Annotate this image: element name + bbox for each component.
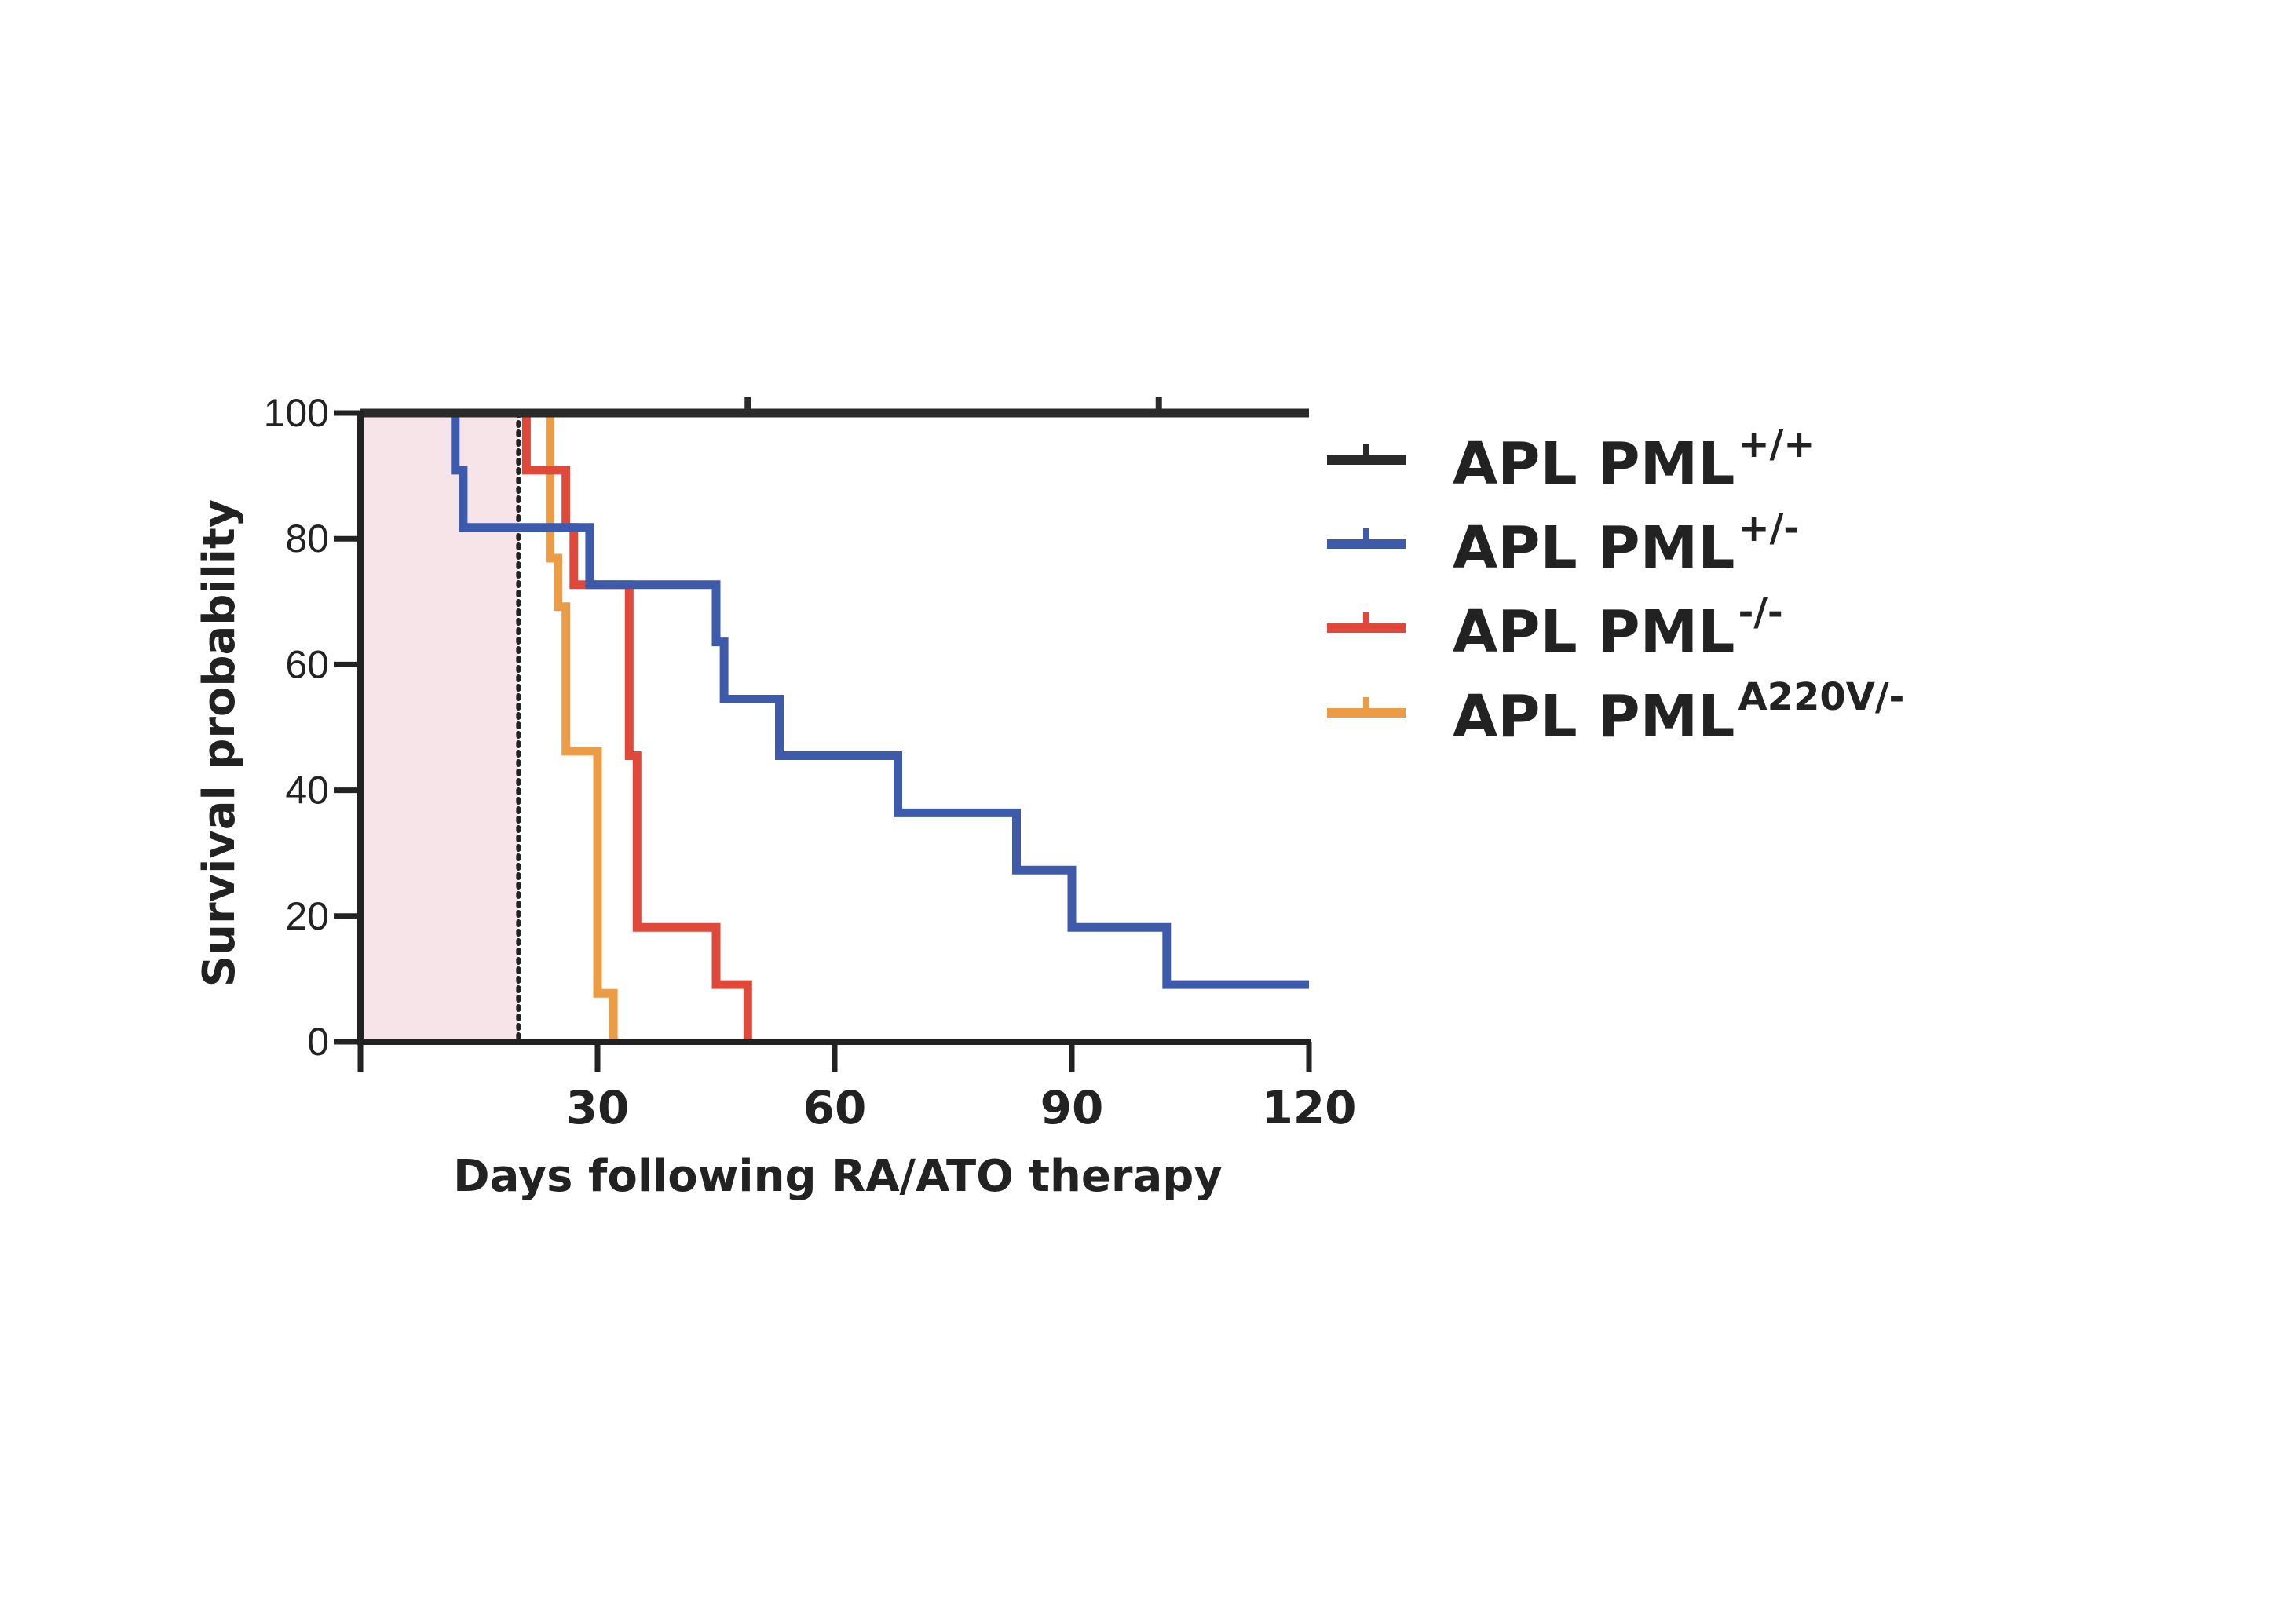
x-ticks: 30 60 90 120 [357,1042,1357,1134]
x-axis-title: Days following RA/ATO therapy [453,1151,1223,1202]
x-tick-label-30: 30 [566,1081,630,1134]
legend: APL PML+/+ APL PML+/- APL PML-/- APL PMLA22… [1327,422,1904,751]
y-ticks: 0 20 40 60 80 100 [264,391,360,1064]
x-tick-label-120: 120 [1261,1081,1356,1134]
x-tick-label-60: 60 [803,1081,867,1134]
y-tick-label-0: 0 [307,1020,329,1064]
series-layer [360,397,1309,1042]
series-line-1 [451,413,1309,989]
x-tick-label-90: 90 [1040,1081,1104,1134]
y-tick-label-40: 40 [285,769,329,813]
series-line-3 [546,413,618,1042]
y-tick-label-80: 80 [285,517,329,561]
legend-label-3: APL PMLA220V/- [1453,675,1904,751]
y-axis-title: Survival probability [194,499,245,988]
legend-superscript-3: A220V/- [1738,675,1904,719]
y-tick-label-60: 60 [285,642,329,686]
treatment-window-shade [360,413,519,1042]
legend-superscript-0: +/+ [1738,422,1815,466]
series-line-2 [521,413,752,1042]
y-tick-label-20: 20 [285,894,329,938]
y-tick-label-100: 100 [264,391,329,435]
legend-label-1: APL PML+/- [1453,506,1799,582]
legend-superscript-2: -/- [1738,590,1782,634]
legend-superscript-1: +/- [1738,506,1799,550]
legend-label-2: APL PML-/- [1453,590,1783,666]
legend-label-0: APL PML+/+ [1453,422,1815,498]
